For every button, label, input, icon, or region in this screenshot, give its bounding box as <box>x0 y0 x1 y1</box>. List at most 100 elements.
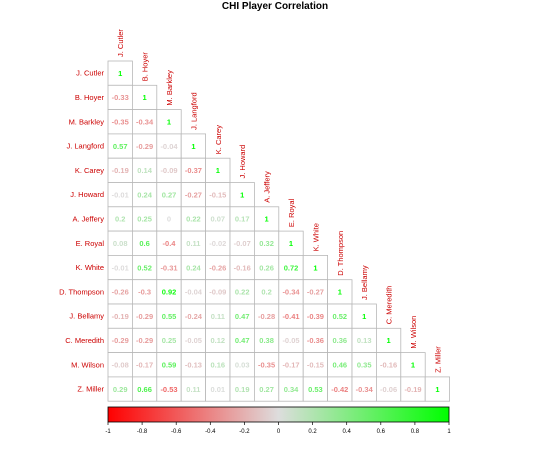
cell-value: 0.57 <box>113 142 128 151</box>
heatmap-cell <box>180 303 206 329</box>
cell-value: 0.52 <box>137 263 152 272</box>
heatmap-cell <box>278 279 304 305</box>
row-label: D. Thompson <box>59 287 104 296</box>
row-label: J. Bellamy <box>69 312 104 321</box>
cell-value: 1 <box>362 312 366 321</box>
heatmap-cell <box>351 303 377 329</box>
cell-value: 0.22 <box>235 288 250 297</box>
cell-value: -0.04 <box>185 288 203 297</box>
heatmap-cell <box>131 206 158 232</box>
heatmap-cell <box>351 376 377 402</box>
cell-value: -0.3 <box>138 288 151 297</box>
column-label: K. Carey <box>214 125 223 154</box>
heatmap-cell <box>156 327 182 353</box>
cell-value: 1 <box>411 360 415 369</box>
cell-value: -0.27 <box>307 288 324 297</box>
cell-value: -0.37 <box>185 166 202 175</box>
cell-value: 0 <box>167 215 171 224</box>
heatmap-cell <box>278 230 304 256</box>
heatmap-cell <box>107 254 133 281</box>
colorbar-tick-label: 1 <box>447 429 451 435</box>
cell-value: -0.4 <box>163 239 177 248</box>
cell-value: 0.22 <box>186 215 201 224</box>
heatmap-cell <box>327 327 353 353</box>
cell-value: 1 <box>143 93 147 102</box>
cell-value: 0.47 <box>235 312 250 321</box>
cell-value: -0.09 <box>160 166 177 175</box>
heatmap-cell <box>107 327 133 353</box>
cell-value: 0.24 <box>137 190 152 199</box>
heatmap-cell <box>180 182 206 208</box>
heatmap-cell <box>229 303 255 329</box>
cell-value: 0.13 <box>357 336 372 345</box>
heatmap-cell <box>180 376 206 402</box>
column-label: J. Bellamy <box>360 265 369 300</box>
heatmap-cell <box>302 352 329 378</box>
heatmap-cell <box>229 376 255 402</box>
cell-value: 0.14 <box>137 166 152 175</box>
heatmap-cell <box>229 279 255 305</box>
cell-value: -0.39 <box>307 312 324 321</box>
cell-value: -0.09 <box>209 288 226 297</box>
cell-value: 0.29 <box>113 385 128 394</box>
cell-value: -0.05 <box>185 336 202 345</box>
colorbar-gradient <box>107 406 450 423</box>
row-label: A. Jeffery <box>72 214 104 223</box>
cell-value: -0.08 <box>112 360 129 369</box>
column-label: M. Wilson <box>409 316 418 349</box>
heatmap-cell <box>131 279 158 305</box>
cell-value: 1 <box>313 263 317 272</box>
row-label: M. Wilson <box>71 360 104 369</box>
cell-value: 0.2 <box>261 288 271 297</box>
cell-value: 0.26 <box>259 263 274 272</box>
heatmap-cell <box>107 60 133 86</box>
cell-value: -0.15 <box>209 190 226 199</box>
cell-value: 0.36 <box>332 336 347 345</box>
row-label: J. Cutler <box>76 69 104 78</box>
heatmap-cell <box>107 230 133 256</box>
heatmap-cell <box>229 182 255 208</box>
heatmap-cell <box>131 327 158 353</box>
colorbar-tick-label: -0.4 <box>205 429 216 435</box>
cell-value: -0.28 <box>258 312 275 321</box>
cell-value: 1 <box>435 385 439 394</box>
cell-value: 0.12 <box>210 336 225 345</box>
cell-value: -0.19 <box>112 166 129 175</box>
cell-value: 0.27 <box>259 385 274 394</box>
cell-value: 0.11 <box>186 385 200 394</box>
cell-value: -0.26 <box>209 263 226 272</box>
cell-value: 0.08 <box>113 239 128 248</box>
cell-value: 0.16 <box>210 360 225 369</box>
heatmap-cells: 1 -0.33 1 -0.35 -0.34 1 0.57 -0.29 -0.04 1 -0.19 0.… <box>107 60 451 402</box>
heatmap-cell <box>351 327 377 353</box>
heatmap-cell <box>180 279 206 305</box>
row-label: M. Barkley <box>69 117 105 126</box>
cell-value: 0.52 <box>332 312 347 321</box>
colorbar-tick-label: 0.6 <box>377 429 386 435</box>
row-label: K. Carey <box>75 166 104 175</box>
cell-value: 1 <box>216 166 220 175</box>
colorbar-tick-label: -1 <box>105 429 111 435</box>
cell-value: 0.46 <box>332 360 347 369</box>
cell-value: 1 <box>387 336 391 345</box>
column-label: J. Howard <box>238 145 247 179</box>
heatmap-cell <box>156 109 182 135</box>
heatmap-cell <box>205 279 231 305</box>
row-label: B. Hoyer <box>75 93 105 102</box>
column-labels: J. Cutler B. Hoyer M. Barkley J. Langford K.… <box>116 29 442 373</box>
cell-value: -0.41 <box>282 312 299 321</box>
cell-value: 0.6 <box>139 239 149 248</box>
cell-value: -0.16 <box>380 360 397 369</box>
cell-value: -0.05 <box>282 336 299 345</box>
heatmap-cell <box>107 303 133 329</box>
heatmap-cell <box>107 206 133 232</box>
heatmap-cell <box>156 352 182 378</box>
cell-value: 0.07 <box>210 215 225 224</box>
heatmap-cell <box>375 327 402 353</box>
cell-value: 1 <box>289 239 293 248</box>
cell-value: -0.42 <box>331 385 348 394</box>
cell-value: 1 <box>118 69 122 78</box>
row-label: J. Langford <box>66 142 104 151</box>
cell-value: -0.17 <box>136 360 153 369</box>
cell-value: 0.17 <box>235 215 250 224</box>
